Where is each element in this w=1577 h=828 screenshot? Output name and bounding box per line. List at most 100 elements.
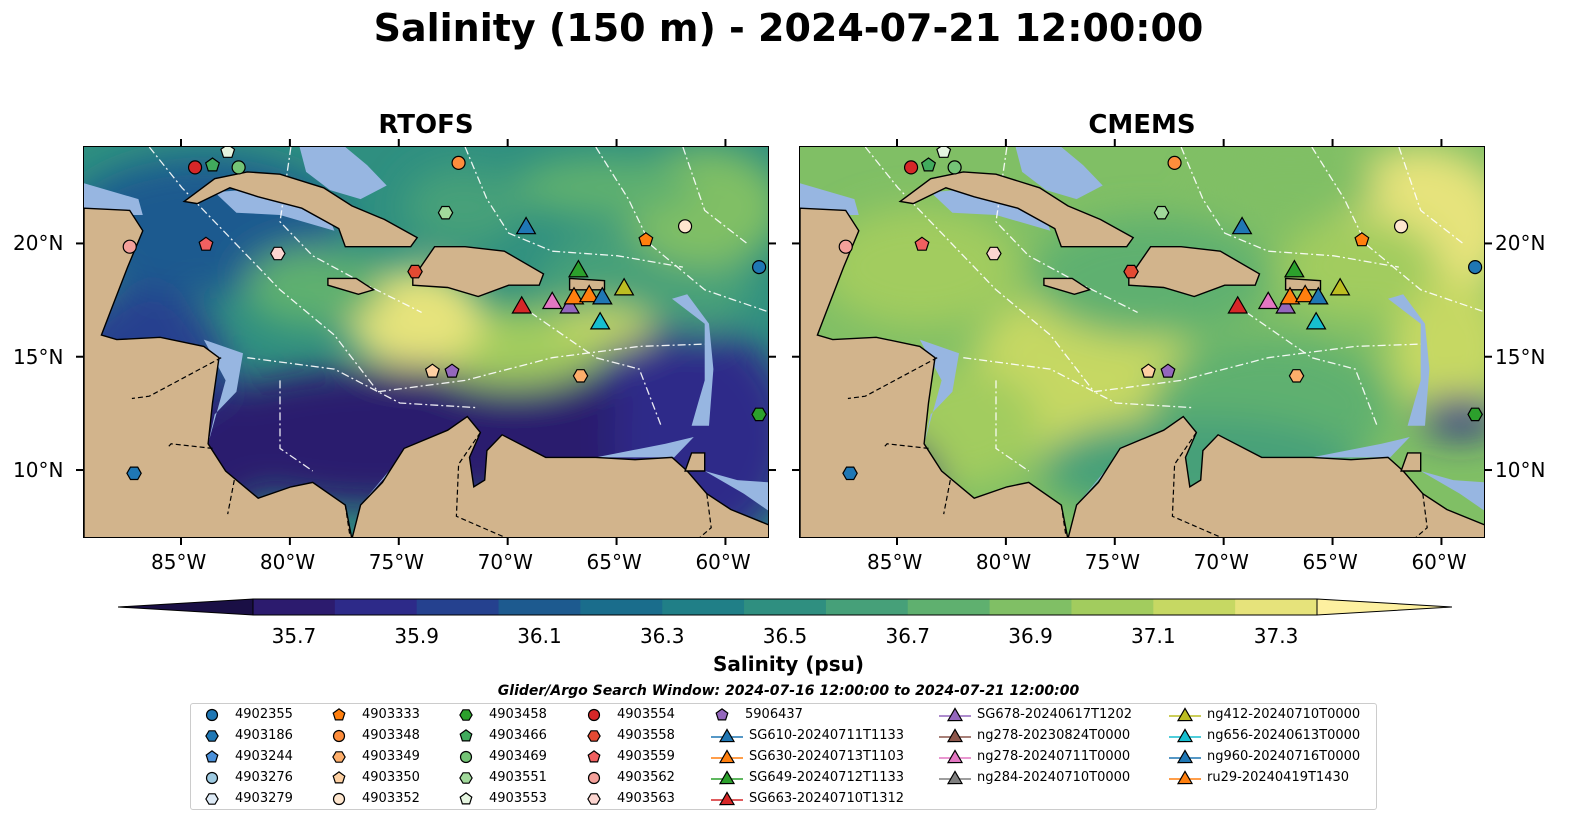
float-marker-5906437 xyxy=(444,363,460,378)
legend-item-label: 4903559 xyxy=(617,749,675,764)
shallow-honduras-shelf xyxy=(919,339,959,444)
glider-marker-SG663-20240710T1312 xyxy=(511,295,533,314)
land-hispaniola xyxy=(1128,245,1261,298)
legend-marker-icon xyxy=(711,770,743,785)
eez-boundary xyxy=(864,147,1095,393)
legend-item-label: SG610-20240711T1133 xyxy=(749,728,905,743)
glider-marker-SG649-20240712T1133 xyxy=(567,259,589,278)
legend-item-label: 4903348 xyxy=(362,728,420,743)
legend-marker-icon xyxy=(711,749,743,764)
legend-item-label: ng960-20240716T0000 xyxy=(1207,749,1361,764)
float-marker-4903558 xyxy=(407,264,423,279)
legend-marker-icon xyxy=(587,793,601,805)
legend-marker-icon xyxy=(1169,728,1201,743)
glider-marker-ng656-20240613T0000 xyxy=(589,311,611,330)
legend-item-label: 4903276 xyxy=(235,770,293,785)
land-cuba xyxy=(182,171,419,248)
legend-item-label: ng412-20240710T0000 xyxy=(1207,707,1361,722)
legend-marker-icon xyxy=(587,730,601,742)
eez-boundary xyxy=(682,147,749,245)
colorbar-tick-label: 35.7 xyxy=(271,624,317,648)
float-marker-4903551 xyxy=(437,205,454,220)
country-border xyxy=(344,504,351,535)
lon-tick-label: 60°W xyxy=(695,550,751,574)
legend-marker-icon xyxy=(711,791,743,806)
eez-boundary xyxy=(995,380,1030,472)
country-border xyxy=(131,357,222,400)
glider-marker-ng278-20240711T0000 xyxy=(1257,291,1279,310)
legend-item-label: 4903244 xyxy=(235,749,293,764)
float-marker-4903352 xyxy=(1393,219,1409,234)
lon-tick-label: 70°W xyxy=(1193,550,1249,574)
legend-item-label: 4903553 xyxy=(489,791,547,806)
colorbar-tick-label: 36.5 xyxy=(762,624,808,648)
country-border xyxy=(882,443,929,449)
legend-marker-icon xyxy=(332,708,346,721)
country-border xyxy=(943,479,951,515)
float-marker-4903186 xyxy=(842,466,858,481)
colorbar-bin xyxy=(334,599,418,615)
colorbar-bin xyxy=(253,599,336,615)
float-marker-4903466 xyxy=(204,157,221,172)
legend-marker-icon xyxy=(332,729,346,743)
lat-tick-label: 20°N xyxy=(13,231,64,256)
land-cuba xyxy=(898,171,1135,248)
colorbar-extend-max xyxy=(1316,598,1453,616)
glider-marker-ng412-20240710T0000 xyxy=(1329,277,1351,296)
legend-item-label: SG678-20240617T1202 xyxy=(977,707,1133,722)
shallow-venezuela-shelf xyxy=(595,437,694,458)
eez-boundary xyxy=(530,311,662,426)
float-marker-4903186 xyxy=(126,466,142,481)
lon-tick-label: 80°W xyxy=(975,550,1032,574)
shallow-yucatan-shelf xyxy=(84,183,143,215)
glider-marker-ng278-20240711T0000 xyxy=(541,291,563,310)
lat-tick-label: 15°N xyxy=(1495,344,1546,369)
country-border xyxy=(1415,493,1428,537)
country-border xyxy=(699,493,712,537)
colorbar-tick-label: 37.3 xyxy=(1253,624,1299,648)
glider-marker-SG678-20240617T1202 xyxy=(559,295,581,314)
legend-marker-icon xyxy=(587,750,601,763)
float-marker-4903469 xyxy=(947,160,962,175)
legend-item-label: 4903333 xyxy=(362,707,420,722)
figure-title: Salinity (150 m) - 2024-07-21 12:00:00 xyxy=(373,6,1204,50)
eez-boundary xyxy=(1246,311,1378,426)
legend-item-label: SG649-20240712T1133 xyxy=(749,770,905,785)
shallow-lesser-antilles xyxy=(672,294,714,426)
legend-marker-icon xyxy=(332,792,346,806)
float-marker-4903563 xyxy=(986,246,1002,261)
glider-marker-ng960-20240716T0000 xyxy=(1231,216,1253,235)
legend-item-label: 4903469 xyxy=(489,749,547,764)
legend-item-label: 4903352 xyxy=(362,791,420,806)
legend-item-label: 4903349 xyxy=(362,749,420,764)
float-marker-4903562 xyxy=(838,239,853,254)
glider-marker-ru29-20240419T1430 xyxy=(1279,286,1301,305)
colorbar-tick-label: 35.9 xyxy=(394,624,439,648)
shallow-lesser-antilles xyxy=(1388,294,1430,426)
legend-item-label: 4903562 xyxy=(617,770,675,785)
legend-marker-icon xyxy=(1169,770,1201,785)
glider-marker-SG663-20240710T1312 xyxy=(1227,295,1249,314)
legend-item-label: ng278-20230824T0000 xyxy=(977,728,1131,743)
legend-marker-icon xyxy=(332,771,346,784)
eez-boundary xyxy=(1180,147,1400,268)
float-marker-4903333 xyxy=(638,232,654,247)
legend-item-label: 4903554 xyxy=(617,707,675,722)
colorbar-extend-min xyxy=(117,598,254,616)
legend-marker-icon xyxy=(939,707,971,722)
lat-tick-label: 15°N xyxy=(13,344,64,369)
colorbar-bin xyxy=(1235,599,1318,615)
legend-item-label: 4903563 xyxy=(617,791,675,806)
legend-marker-icon xyxy=(939,728,971,743)
eez-boundary xyxy=(464,147,684,268)
legend-item-label: ng656-20240613T0000 xyxy=(1207,728,1361,743)
eez-boundary xyxy=(1093,343,1421,393)
lon-tick-label: 65°W xyxy=(1302,550,1358,574)
land-jamaica xyxy=(327,277,376,296)
float-marker-4903349 xyxy=(1288,369,1305,383)
legend-marker-icon xyxy=(711,728,743,743)
legend-item-label: 4903458 xyxy=(489,707,547,722)
lat-tick-label: 10°N xyxy=(1495,458,1546,483)
colorbar-tick-label: 36.7 xyxy=(885,624,931,648)
glider-marker-SG678-20240617T1202 xyxy=(1275,295,1297,314)
